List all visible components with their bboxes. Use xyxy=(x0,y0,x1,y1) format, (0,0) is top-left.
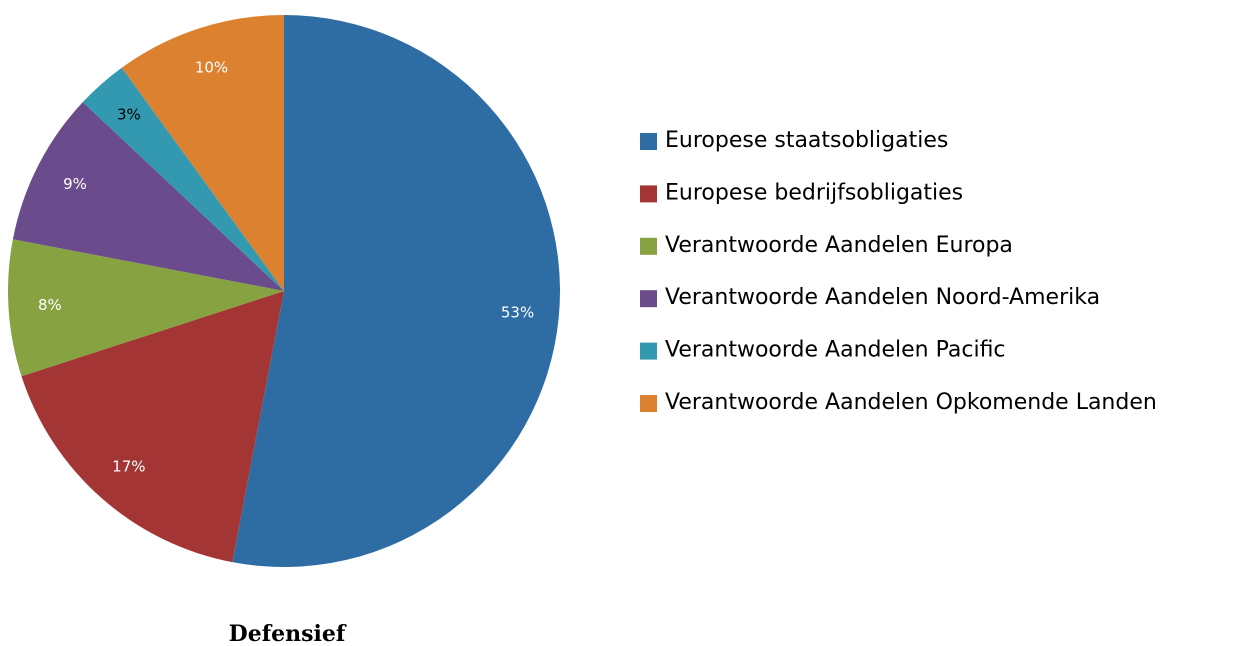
legend-swatch xyxy=(640,342,657,360)
legend-swatch xyxy=(640,237,657,255)
legend-swatch xyxy=(640,133,657,150)
pie-slice xyxy=(121,15,284,291)
data-label: 8% xyxy=(38,296,62,314)
legend-label: Verantwoorde Aandelen Noord-Amerika xyxy=(665,285,1100,310)
chart-title: Defensief xyxy=(229,621,347,646)
pie-slice xyxy=(12,102,284,291)
legend-label: Verantwoorde Aandelen Pacific xyxy=(665,338,1006,363)
pie-slice xyxy=(232,15,560,567)
legend-label: Europese bedrijfsobligaties xyxy=(665,180,963,205)
data-label: 10% xyxy=(195,58,228,76)
legend-swatch xyxy=(640,290,657,308)
legend-label: Verantwoorde Aandelen Europa xyxy=(665,233,1013,258)
data-label: 53% xyxy=(501,304,534,322)
data-label: 3% xyxy=(117,106,141,124)
pie-slice xyxy=(82,67,284,292)
legend-label: Europese staatsobligaties xyxy=(665,128,948,153)
legend-swatch xyxy=(640,185,657,203)
data-label: 17% xyxy=(112,457,145,475)
pie-slice xyxy=(7,239,284,377)
legend-label: Verantwoorde Aandelen Opkomende Landen xyxy=(665,390,1157,415)
pie-slice xyxy=(21,291,285,563)
data-label: 9% xyxy=(63,175,87,193)
legend-swatch xyxy=(640,395,657,412)
